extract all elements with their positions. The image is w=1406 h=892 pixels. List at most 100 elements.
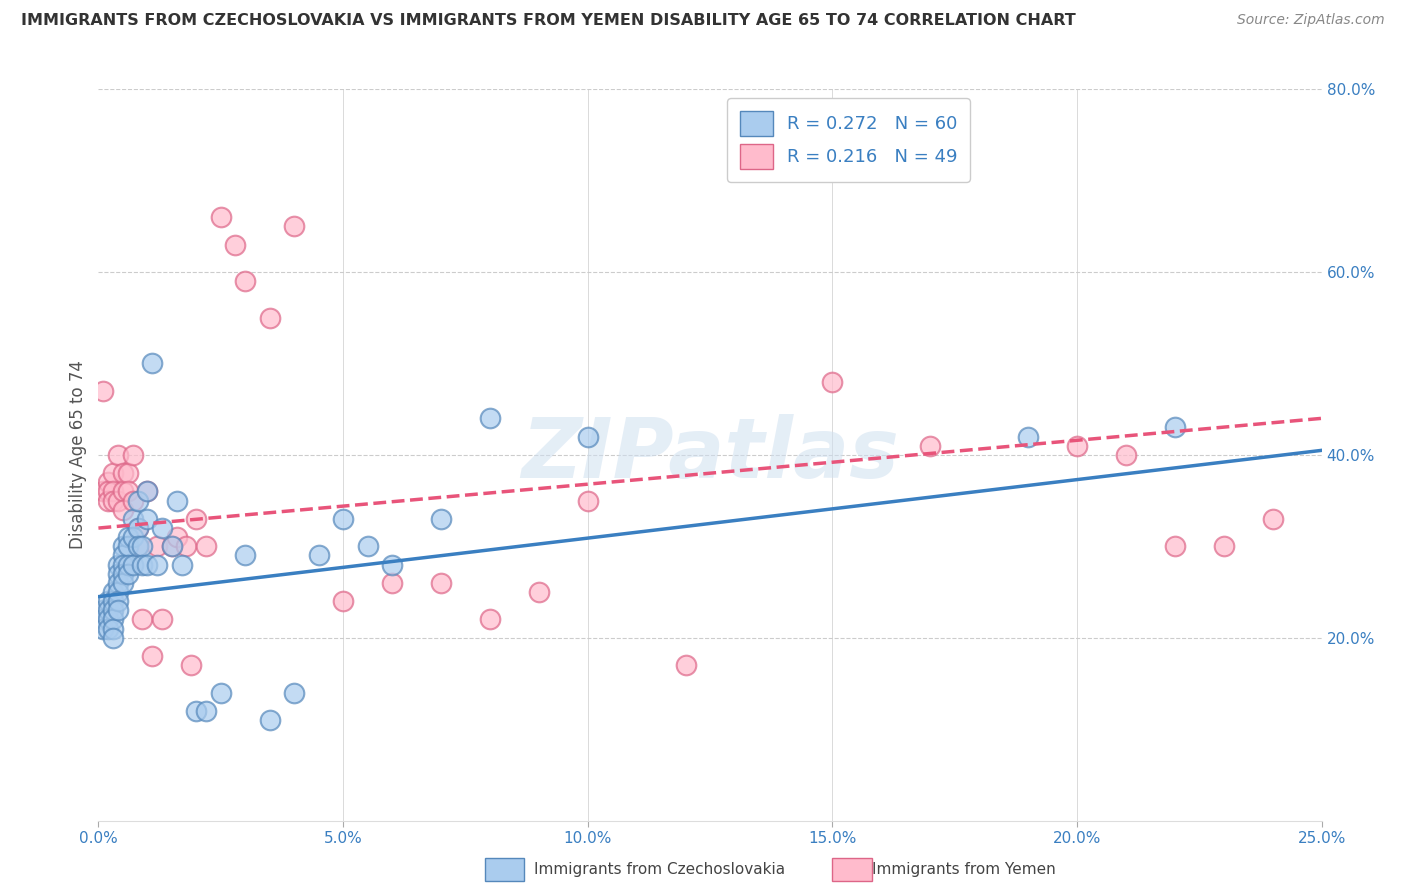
Point [111, 549, 134, 563]
Point [111, 502, 134, 516]
Point [136, 512, 159, 526]
Point [107, 585, 129, 599]
Point [91, 603, 114, 617]
Point [101, 466, 124, 480]
Point [821, 375, 844, 389]
Point [127, 521, 149, 535]
Point [101, 622, 124, 636]
Point [1212, 539, 1234, 553]
Point [160, 539, 183, 553]
Point [101, 594, 124, 608]
Point [170, 558, 193, 572]
Point [121, 530, 143, 544]
Text: IMMIGRANTS FROM CZECHOSLOVAKIA VS IMMIGRANTS FROM YEMEN DISABILITY AGE 65 TO 74 : IMMIGRANTS FROM CZECHOSLOVAKIA VS IMMIGR… [21, 13, 1076, 29]
Point [101, 631, 124, 645]
Point [166, 493, 188, 508]
Point [195, 539, 218, 553]
Point [209, 211, 232, 225]
Point [117, 558, 139, 572]
Point [101, 493, 124, 508]
Point [97, 613, 120, 627]
Point [166, 530, 188, 544]
Point [131, 558, 153, 572]
Point [233, 274, 256, 288]
Point [117, 566, 139, 581]
Point [97, 493, 120, 508]
Point [1164, 420, 1187, 434]
Point [381, 576, 404, 591]
Point [141, 649, 163, 664]
Point [127, 493, 149, 508]
Point [576, 430, 599, 444]
Point [107, 566, 129, 581]
Point [117, 484, 139, 499]
Text: ZIPatlas: ZIPatlas [522, 415, 898, 495]
Point [356, 539, 378, 553]
Point [259, 713, 281, 727]
Point [127, 539, 149, 553]
Point [136, 484, 159, 499]
Point [111, 566, 134, 581]
Point [259, 310, 281, 325]
Point [101, 613, 124, 627]
Point [1017, 430, 1039, 444]
Point [107, 576, 129, 591]
Point [920, 439, 942, 453]
Point [101, 585, 124, 599]
Point [308, 549, 330, 563]
Point [1066, 439, 1088, 453]
Point [97, 484, 120, 499]
Point [1164, 539, 1187, 553]
Point [430, 576, 453, 591]
Point [195, 704, 218, 718]
Point [283, 685, 305, 699]
Point [91, 622, 114, 636]
Point [160, 539, 183, 553]
Point [97, 475, 120, 490]
Point [209, 685, 232, 699]
Text: Source: ZipAtlas.com: Source: ZipAtlas.com [1237, 13, 1385, 28]
Point [180, 658, 202, 673]
Point [117, 466, 139, 480]
Point [186, 704, 208, 718]
Point [107, 558, 129, 572]
Point [91, 613, 114, 627]
Point [332, 594, 354, 608]
Point [176, 539, 198, 553]
Text: Immigrants from Czechoslovakia: Immigrants from Czechoslovakia [534, 863, 786, 877]
Point [150, 613, 173, 627]
Legend: R = 0.272   N = 60, R = 0.216   N = 49: R = 0.272 N = 60, R = 0.216 N = 49 [727, 98, 970, 182]
Point [97, 622, 120, 636]
Point [136, 558, 159, 572]
Point [101, 484, 124, 499]
Point [150, 521, 173, 535]
Point [97, 603, 120, 617]
Point [111, 484, 134, 499]
Point [478, 411, 501, 425]
Point [233, 549, 256, 563]
Point [283, 219, 305, 234]
Point [97, 594, 120, 608]
Point [478, 613, 501, 627]
Point [141, 356, 163, 371]
Point [131, 539, 153, 553]
Point [146, 539, 169, 553]
Point [527, 585, 550, 599]
Point [127, 539, 149, 553]
Point [186, 512, 208, 526]
Point [121, 493, 143, 508]
Point [117, 539, 139, 553]
Point [136, 484, 159, 499]
Point [107, 493, 129, 508]
Point [111, 466, 134, 480]
Point [224, 237, 246, 252]
Point [131, 613, 153, 627]
Point [121, 558, 143, 572]
Point [1261, 512, 1284, 526]
Point [91, 384, 114, 398]
Point [111, 539, 134, 553]
Point [111, 558, 134, 572]
Point [107, 603, 129, 617]
Point [117, 530, 139, 544]
Point [146, 558, 169, 572]
